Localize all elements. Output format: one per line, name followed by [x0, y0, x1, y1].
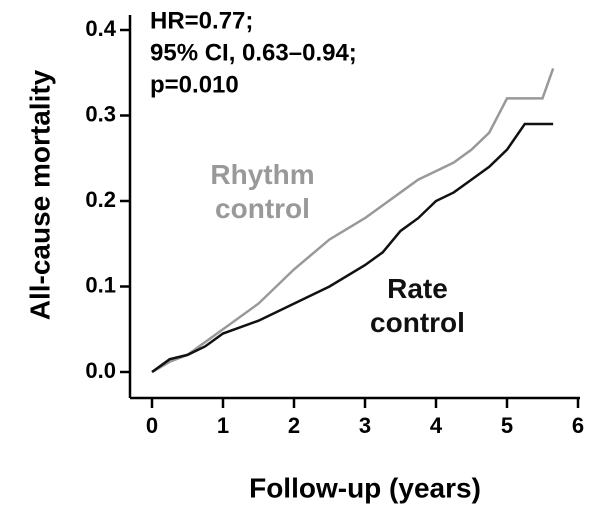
- y-tick-label: 0.3: [85, 101, 116, 126]
- y-tick-label: 0.4: [85, 16, 116, 41]
- annotation: p=0.010: [150, 71, 239, 98]
- y-tick-label: 0.2: [85, 187, 116, 212]
- x-tick-label: 0: [146, 413, 158, 438]
- annotation: 95% CI, 0.63–0.94;: [150, 39, 357, 66]
- x-tick-label: 3: [359, 413, 371, 438]
- x-tick-label: 5: [501, 413, 513, 438]
- y-tick-label: 0.0: [85, 358, 116, 383]
- series-line: [151, 68, 555, 374]
- x-tick-label: 2: [288, 413, 300, 438]
- x-tick-label: 4: [430, 413, 443, 438]
- x-tick-label: 1: [217, 413, 229, 438]
- y-tick-label: 0.1: [85, 272, 116, 297]
- y-axis-label: All-cause mortality: [24, 69, 55, 320]
- series-label: Rate control: [370, 273, 465, 338]
- x-tick-label: 6: [572, 413, 584, 438]
- series-label: Rhythm control: [210, 159, 315, 224]
- series-line: [151, 122, 554, 374]
- annotation: HR=0.77;: [150, 7, 253, 34]
- x-axis-label: Follow-up (years): [249, 472, 481, 503]
